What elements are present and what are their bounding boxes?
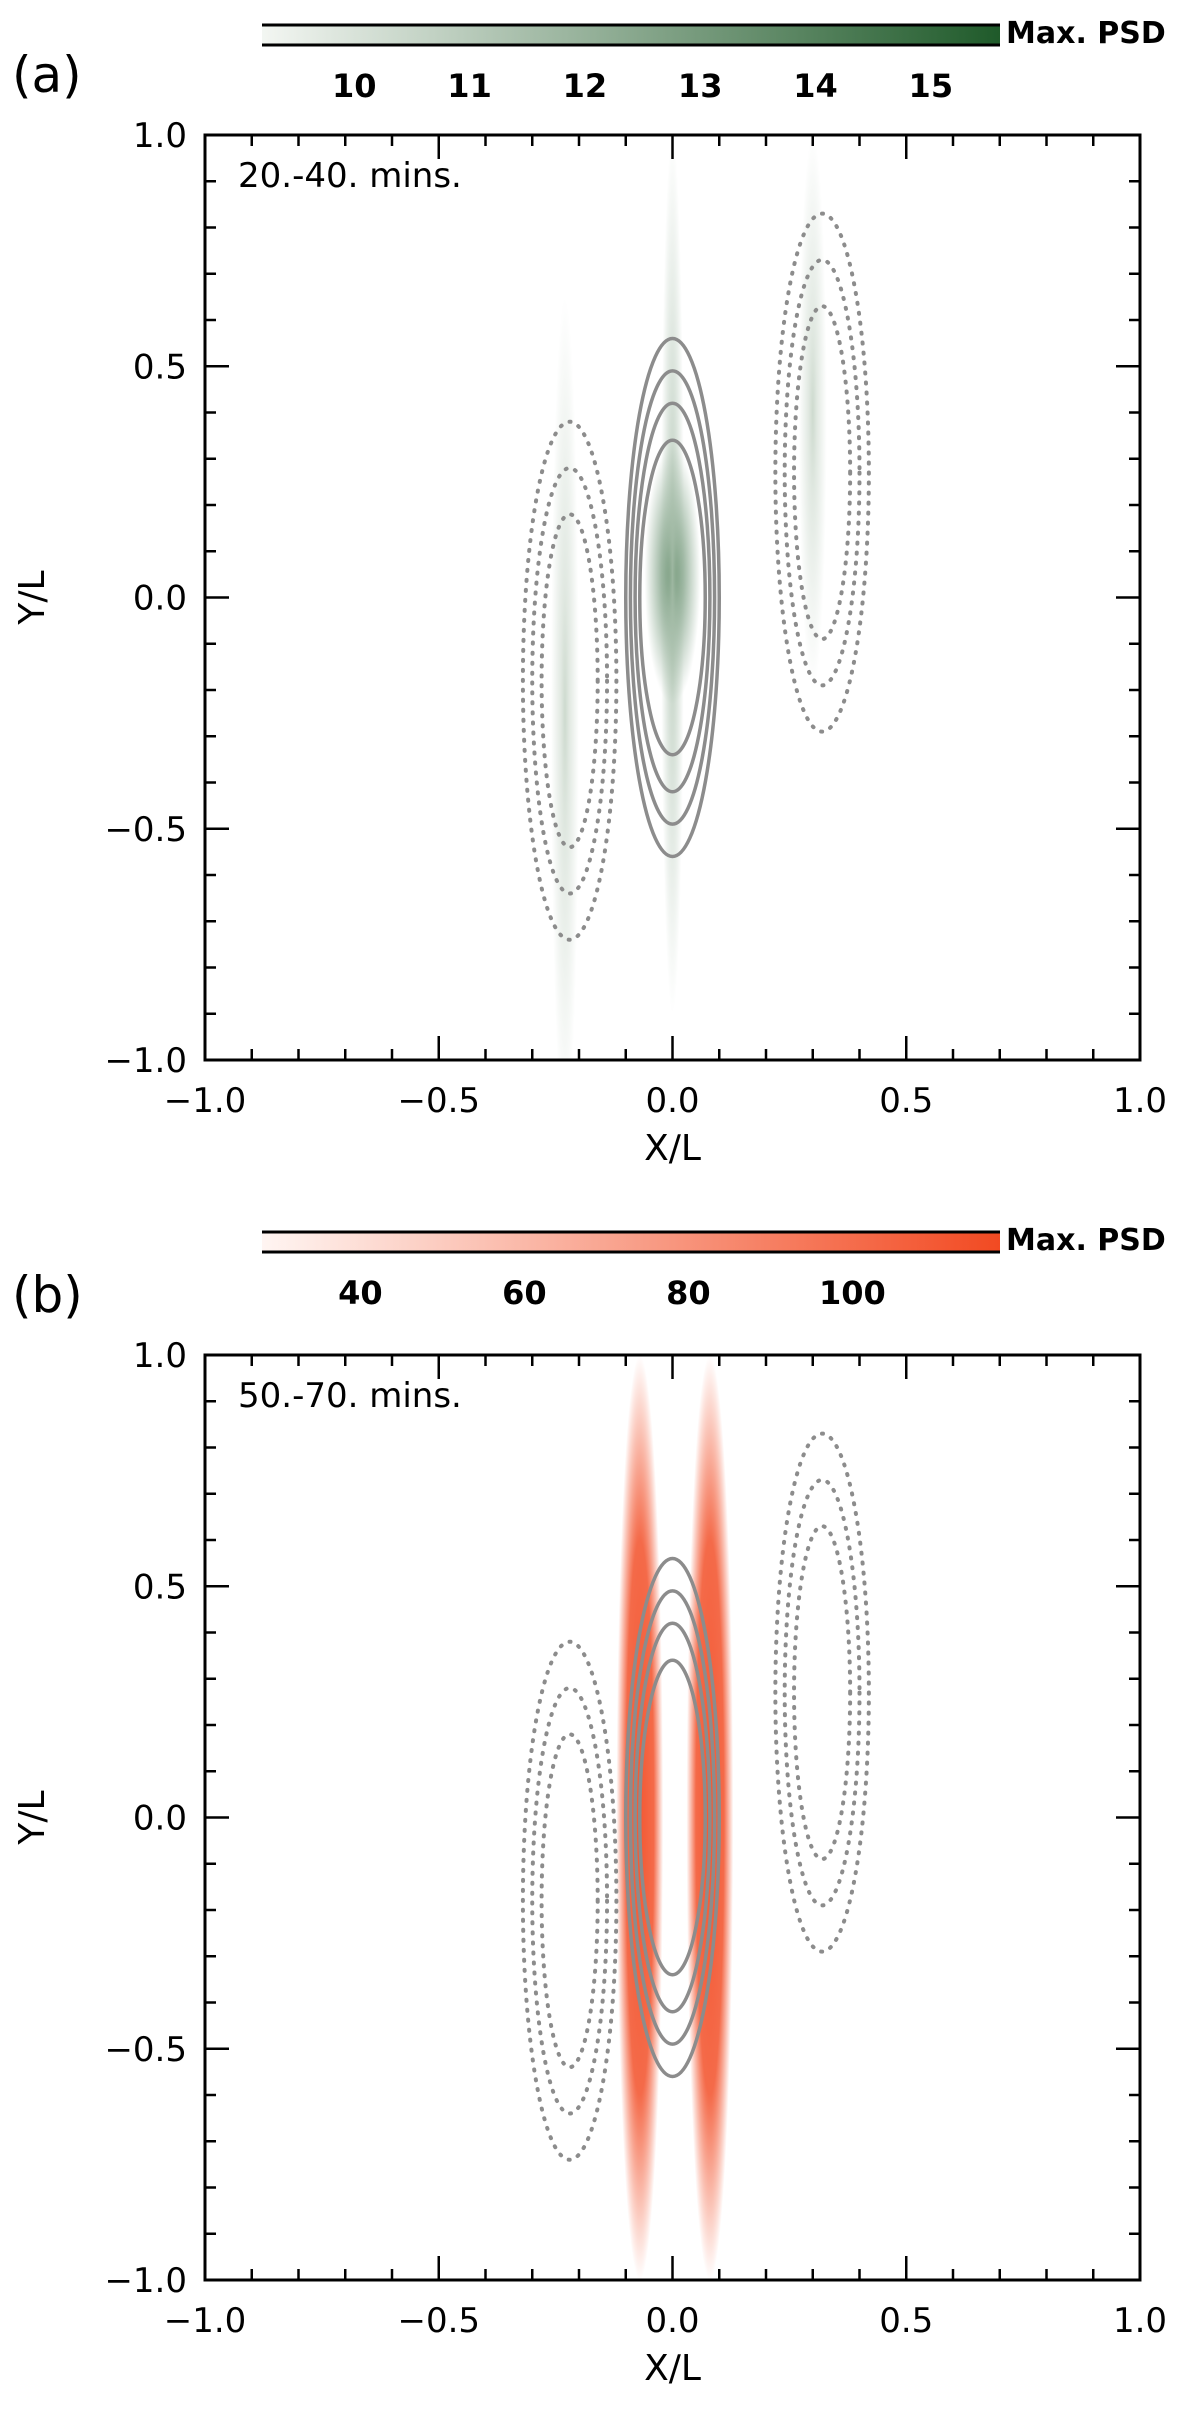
time-window-label: 20.-40. mins.: [238, 156, 462, 196]
solid-contour: [628, 1589, 717, 2046]
heatmap-layer: [550, 135, 827, 1060]
colorbar-tick-label: 14: [793, 67, 838, 105]
colorbar-tick-label: 100: [819, 1274, 886, 1312]
x-tick-label: 1.0: [1113, 2301, 1167, 2341]
y-axis-title: Y/L: [12, 1790, 53, 1845]
y-tick-label: 0.5: [133, 1567, 187, 1607]
y-axis-title: Y/L: [12, 570, 53, 625]
dotted-contour: [792, 1524, 853, 1862]
dotted-contour: [520, 1639, 619, 2162]
x-tick-label: −0.5: [397, 1081, 480, 1121]
dotted-contour: [530, 466, 610, 896]
x-tick-label: 0.5: [879, 2301, 933, 2341]
solid-contour: [624, 1556, 721, 2079]
dotted-contour: [520, 419, 619, 942]
x-axis-title: X/L: [644, 1128, 701, 1169]
dotted-contour: [773, 211, 871, 734]
y-tick-label: −1.0: [104, 2261, 187, 2301]
colorbar: Max. PSD 40 60 80 100: [262, 1223, 1166, 1312]
x-tick-label: 1.0: [1113, 1081, 1167, 1121]
solid-contour: [638, 438, 707, 757]
x-tick-label: −1.0: [164, 2301, 247, 2341]
y-tick-label: −1.0: [104, 1041, 187, 1081]
panel-a: Max. PSD 10 11 12 13 14 15 −1.0 −0.5 0.0 0.5 1.0 −1.…: [12, 16, 1167, 1169]
dotted-contour: [782, 257, 862, 688]
psd-blob: [660, 135, 685, 1014]
dotted-contour: [539, 512, 600, 850]
contour-layer: [520, 211, 871, 942]
dotted-contour: [782, 1477, 862, 1908]
colorbar-tick-label: 11: [447, 67, 492, 105]
solid-contour: [624, 336, 721, 859]
colorbar-tick-label: 10: [332, 67, 377, 105]
colorbar-gradient: [262, 1232, 1000, 1252]
x-axis-title: X/L: [644, 2348, 701, 2389]
psd-blob: [550, 297, 579, 1060]
colorbar-title: Max. PSD: [1006, 1223, 1166, 1258]
panel-label: (a): [12, 46, 82, 104]
panel-label: (b): [12, 1266, 83, 1324]
ticks: [203, 1353, 1142, 2282]
colorbar-tick-label: 15: [909, 67, 954, 105]
plot-frame: [203, 1353, 1142, 2282]
y-tick-label: 0.0: [133, 579, 187, 619]
colorbar-tick-label: 12: [563, 67, 608, 105]
x-tick-label: 0.5: [879, 1081, 933, 1121]
solid-contour: [633, 1621, 712, 2014]
solid-contour: [628, 369, 717, 826]
y-tick-label: −0.5: [104, 2030, 187, 2070]
colorbar-tick-label: 13: [678, 67, 723, 105]
x-tick-label: −0.5: [397, 2301, 480, 2341]
time-window-label: 50.-70. mins.: [238, 1376, 462, 1416]
dotted-contour: [539, 1732, 600, 2070]
contour-layer: [520, 1431, 871, 2162]
x-tick-label: −1.0: [164, 1081, 247, 1121]
colorbar-tick-label: 80: [666, 1274, 711, 1312]
solid-contour: [638, 1658, 707, 1977]
dotted-contour: [773, 1431, 871, 1954]
colorbar-tick-label: 40: [338, 1274, 383, 1312]
colorbar: Max. PSD 10 11 12 13 14 15: [262, 16, 1166, 105]
dotted-contour: [792, 304, 853, 642]
y-tick-label: 1.0: [133, 116, 187, 156]
colorbar-gradient: [262, 25, 1000, 45]
colorbar-title: Max. PSD: [1006, 16, 1166, 51]
y-tick-label: −0.5: [104, 810, 187, 850]
x-tick-label: 0.0: [645, 2301, 699, 2341]
x-tick-label: 0.0: [645, 1081, 699, 1121]
panel-b: Max. PSD 40 60 80 100 −1.0 −0.5 0.0 0.5 1.0 −1.0 −0…: [12, 1223, 1167, 2389]
y-tick-label: 0.5: [133, 347, 187, 387]
psd-blob: [798, 135, 827, 690]
y-tick-label: 0.0: [133, 1799, 187, 1839]
solid-contour: [633, 401, 712, 794]
colorbar-tick-label: 60: [502, 1274, 547, 1312]
ticks: [203, 133, 1142, 1062]
y-tick-label: 1.0: [133, 1336, 187, 1376]
dotted-contour: [530, 1686, 610, 2116]
